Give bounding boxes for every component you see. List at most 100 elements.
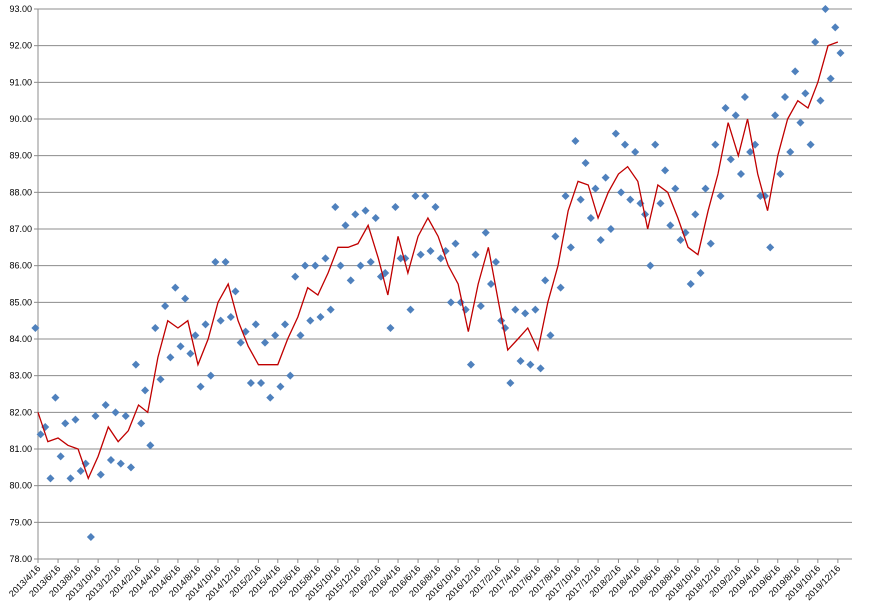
scatter-point: [211, 258, 220, 266]
scatter-point: [221, 258, 230, 266]
scatter-point: [691, 210, 700, 219]
scatter-point: [196, 382, 205, 391]
scatter-point: [466, 360, 475, 369]
scatter-point: [166, 353, 175, 362]
scatter-point: [331, 203, 340, 211]
scatter-point: [341, 221, 350, 230]
scatter-point: [546, 331, 555, 340]
y-tick-label: 82.00: [9, 407, 32, 417]
scatter-point: [431, 203, 440, 211]
scatter-point: [176, 342, 185, 351]
scatter-point: [66, 474, 75, 483]
scatter-point: [351, 210, 360, 219]
scatter-point: [511, 305, 520, 314]
scatter-point: [656, 199, 665, 208]
scatter-point: [436, 254, 445, 263]
scatter-point: [146, 441, 155, 450]
scatter-point: [116, 459, 125, 468]
scatter-point: [356, 261, 365, 270]
scatter-point: [801, 89, 810, 98]
scatter-point: [260, 338, 269, 347]
scatter-point: [756, 192, 765, 200]
scatter-point: [336, 261, 345, 270]
scatter-point: [206, 371, 215, 380]
y-tick-label: 83.00: [9, 371, 32, 381]
scatter-point: [36, 430, 45, 439]
scatter-point: [231, 287, 240, 296]
scatter-point: [821, 5, 830, 13]
scatter-point: [46, 474, 55, 483]
scatter-point: [201, 320, 210, 329]
scatter-point: [251, 320, 260, 329]
scatter-point: [591, 184, 600, 193]
scatter-point: [796, 118, 805, 127]
scatter-point: [836, 49, 845, 57]
scatter-point: [606, 225, 615, 233]
scatter-point: [91, 412, 100, 420]
scatter-point: [721, 104, 730, 112]
scatter-point: [96, 470, 105, 479]
scatter-point: [321, 254, 330, 263]
scatter-point: [526, 360, 535, 369]
scatter-point: [121, 412, 130, 420]
y-tick-label: 78.00: [9, 554, 32, 564]
scatter-point: [391, 203, 400, 211]
scatter-point: [191, 331, 200, 340]
scatter-point: [791, 67, 800, 76]
scatter-point: [111, 408, 120, 417]
scatter-point: [416, 250, 425, 259]
scatter-point: [740, 93, 749, 101]
scatter-point: [671, 184, 680, 193]
scatter-point: [716, 192, 725, 200]
scatter-point: [346, 276, 355, 285]
scatter-point: [411, 192, 420, 200]
scatter-point: [596, 236, 605, 244]
scatter-point: [617, 188, 626, 197]
scatter-point: [476, 302, 485, 310]
scatter-point: [566, 243, 575, 252]
scatter-point: [311, 261, 320, 270]
scatter-point: [736, 170, 745, 178]
scatter-point: [291, 272, 300, 281]
scatter-point: [746, 148, 755, 156]
scatter-point: [286, 371, 295, 380]
scatter-point: [216, 316, 225, 325]
y-tick-label: 86.00: [9, 261, 32, 271]
scatter-point: [571, 137, 580, 145]
scatter-point: [816, 96, 825, 105]
scatter-point: [831, 23, 840, 32]
scatter-point: [651, 140, 660, 149]
scatter-point: [171, 283, 180, 292]
y-tick-label: 89.00: [9, 151, 32, 161]
scatter-point: [316, 313, 325, 321]
scatter-point: [706, 239, 715, 248]
y-tick-label: 79.00: [9, 517, 32, 527]
scatter-point: [786, 148, 795, 156]
scatter-point: [631, 148, 640, 156]
scatter-point: [366, 258, 375, 266]
scatter-point: [246, 379, 255, 387]
scatter-point: [61, 419, 70, 428]
scatter-point: [646, 261, 655, 270]
scatter-point: [621, 140, 630, 149]
scatter-point: [56, 452, 65, 461]
scatter-point: [86, 533, 95, 541]
y-tick-label: 93.00: [9, 4, 32, 14]
scatter-point: [236, 338, 245, 347]
scatter-point: [51, 393, 60, 402]
scatter-point: [497, 316, 506, 325]
scatter-point: [576, 195, 585, 204]
scatter-point: [186, 349, 195, 358]
scatter-point: [601, 173, 610, 182]
scatter-point: [406, 305, 415, 314]
scatter-point: [686, 280, 695, 288]
scatter-point: [421, 192, 430, 200]
scatter-point: [426, 247, 435, 255]
scatter-point: [521, 309, 530, 318]
y-tick-label: 84.00: [9, 334, 32, 344]
scatter-point: [446, 298, 455, 307]
scatter-point: [531, 305, 540, 314]
moving-average-line: [37, 41, 839, 481]
scatter-point: [141, 386, 150, 395]
